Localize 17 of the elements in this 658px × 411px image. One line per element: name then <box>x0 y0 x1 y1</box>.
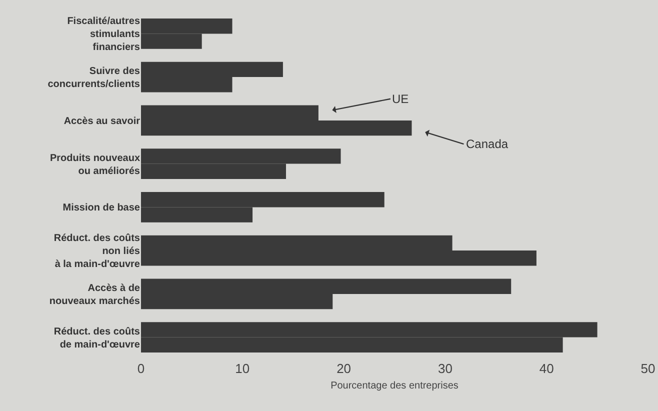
y-tick-label: Fiscalité/autres stimulants financiers <box>67 16 140 54</box>
x-axis-title: Pourcentage des entreprises <box>330 380 458 392</box>
x-tick-label: 50 <box>640 361 656 376</box>
y-tick-label: Accès au savoir <box>64 116 140 127</box>
y-tick-label: Mission de base <box>62 202 140 214</box>
x-tick-label: 0 <box>137 361 145 376</box>
x-tick-label: 20 <box>336 361 352 376</box>
text: UE <box>392 92 409 106</box>
x-tick-label: 30 <box>438 361 452 376</box>
y-tick-label: Réduct. des coûts non liés à la main-d'œuvre <box>54 233 140 270</box>
y-tick-label: Accès à de nouveaux marchés <box>49 282 140 307</box>
y-tick-label: Suivre des concurrents/clients <box>48 66 140 90</box>
x-tick-label: 40 <box>539 361 554 376</box>
y-tick-label: Réduct. des coûts de main-d'œuvre <box>54 326 140 350</box>
x-tick-label: 10 <box>235 361 250 376</box>
legend-label: Canada <box>466 137 508 151</box>
y-tick-label: Produits nouveaux ou améliorés <box>50 152 140 177</box>
